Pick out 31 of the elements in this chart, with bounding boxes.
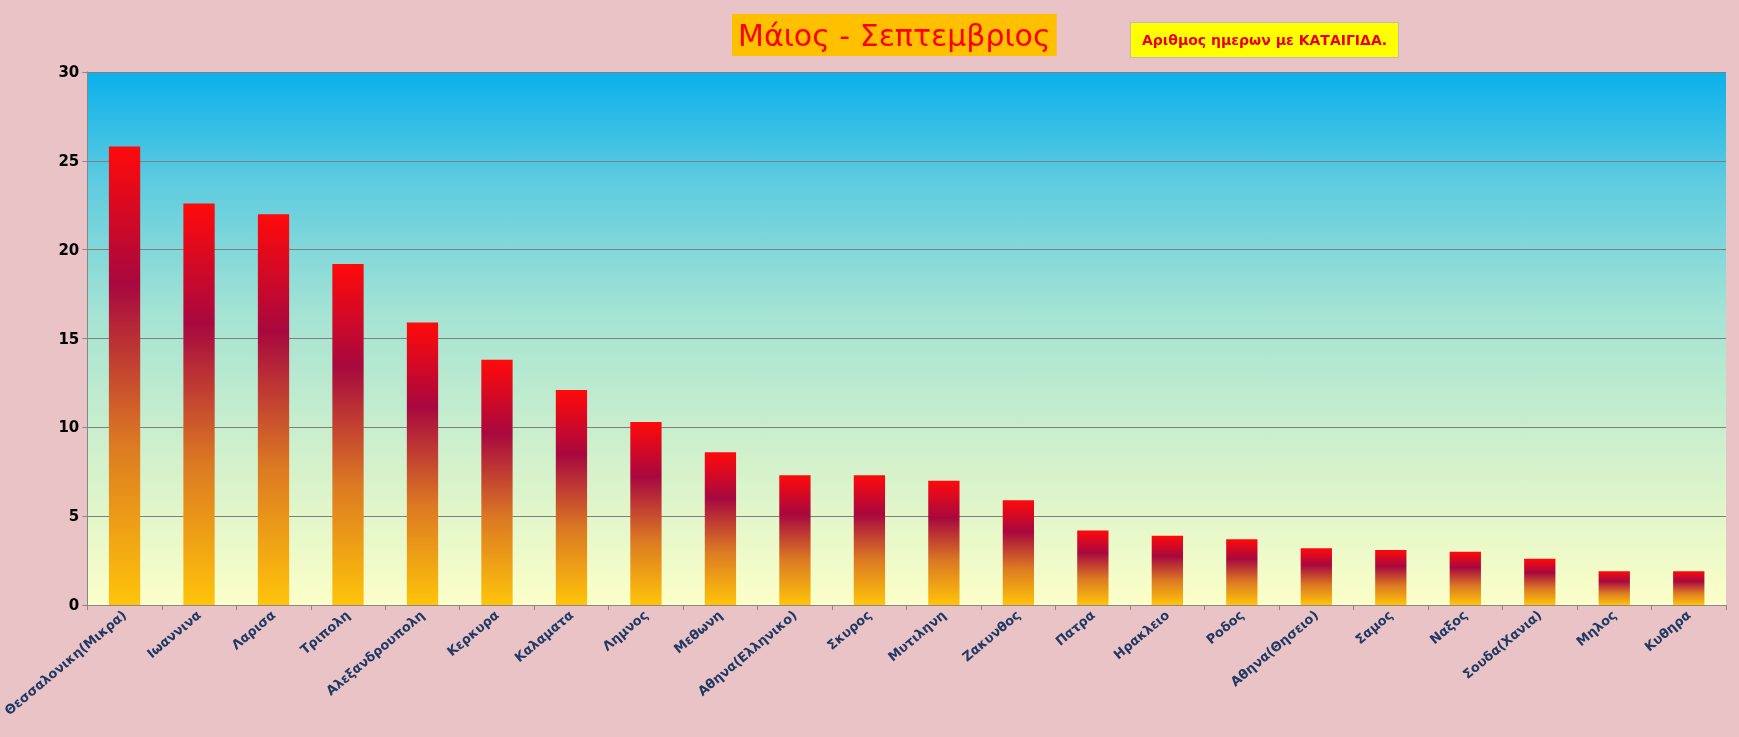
bar (704, 452, 737, 605)
bar (928, 480, 960, 605)
bar (1002, 500, 1035, 605)
bar (257, 214, 290, 605)
y-tick-label: 25 (58, 151, 80, 170)
bar (1300, 548, 1332, 605)
bar (555, 390, 588, 605)
bar (1077, 530, 1109, 605)
bar (481, 359, 513, 605)
bar (332, 263, 364, 605)
bar (1375, 549, 1407, 605)
y-tick-label: 20 (58, 240, 80, 259)
bar (1449, 551, 1481, 605)
bar (779, 475, 811, 605)
y-tick-label: 0 (68, 596, 80, 614)
bar (630, 422, 662, 605)
bar (1524, 558, 1556, 605)
bar (1673, 571, 1705, 605)
bar (1226, 539, 1258, 605)
chart-subtitle: Αριθμος ημερων με ΚΑΤΑΙΓΙΔΑ. (1142, 32, 1388, 48)
bar (183, 203, 215, 605)
chart-title: Μάιος - Σεπτεμβριος (738, 17, 1051, 53)
bar (853, 475, 886, 605)
y-tick-label: 15 (58, 329, 80, 348)
y-tick-label: 10 (58, 418, 80, 437)
bar (1151, 535, 1183, 605)
bar (108, 146, 141, 605)
y-tick-label: 30 (58, 63, 80, 81)
bar (1598, 571, 1630, 605)
bar (406, 322, 439, 605)
y-tick-label: 5 (68, 507, 80, 526)
